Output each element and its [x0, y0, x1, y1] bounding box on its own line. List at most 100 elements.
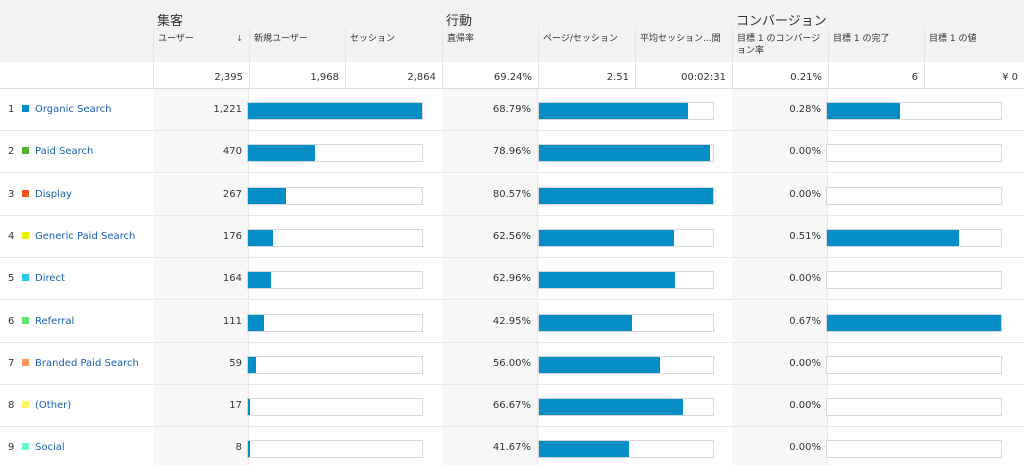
- bounce-bar-track: [538, 271, 714, 289]
- source-link[interactable]: Paid Search: [35, 146, 94, 157]
- conv-bar-cell: [826, 343, 1024, 385]
- total-new-users: 1,968: [249, 62, 345, 89]
- group-behavior: 行動: [442, 0, 732, 29]
- users-bar-fill: [248, 145, 315, 161]
- users-bar-cell: [247, 89, 442, 131]
- bounce-bar-track: [538, 398, 714, 416]
- bounce-bar-fill: [539, 315, 632, 331]
- users-bar-fill: [248, 357, 257, 373]
- bounce-bar-cell: [538, 131, 732, 173]
- color-swatch-icon: [22, 190, 29, 197]
- conv-bar-track: [826, 229, 1002, 247]
- users-value: 17: [153, 385, 249, 427]
- conv-bar-cell: [826, 258, 1024, 300]
- source-link[interactable]: Branded Paid Search: [35, 358, 139, 369]
- users-value: 267: [153, 174, 249, 216]
- total-pages-per-session: 2.51: [538, 62, 635, 89]
- header-blank: [0, 0, 153, 28]
- users-bar-fill: [248, 272, 272, 288]
- source-link[interactable]: (Other): [35, 400, 72, 411]
- bounce-rate-value: 62.56%: [442, 216, 538, 258]
- users-bar-cell: [247, 258, 442, 300]
- row-index: 1: [8, 104, 15, 115]
- row-index: 3: [8, 189, 15, 200]
- source-link[interactable]: Referral: [35, 316, 75, 327]
- bounce-bar-cell: [538, 258, 732, 300]
- bounce-bar-track: [538, 440, 714, 458]
- users-bar-cell: [247, 131, 442, 173]
- bounce-rate-value: 66.67%: [442, 385, 538, 427]
- goal1-conv-rate-value: 0.00%: [732, 174, 828, 216]
- goal1-conv-rate-value: 0.00%: [732, 131, 828, 173]
- conv-bar-fill: [827, 103, 900, 119]
- users-value: 164: [153, 258, 249, 300]
- col-users[interactable]: ユーザー ↓: [153, 28, 249, 62]
- totals-label: [0, 62, 153, 89]
- users-bar-track: [247, 102, 423, 120]
- bounce-rate-value: 41.67%: [442, 427, 538, 465]
- users-bar-track: [247, 356, 423, 374]
- users-bar-fill: [248, 230, 274, 246]
- bounce-bar-fill: [539, 441, 629, 457]
- bounce-bar-fill: [539, 103, 688, 119]
- col-goal1-conv-rate[interactable]: 目標 1 のコンバージョン率: [732, 28, 828, 62]
- conv-bar-track: [826, 356, 1002, 374]
- users-bar-track: [247, 271, 423, 289]
- bounce-rate-value: 42.95%: [442, 301, 538, 343]
- col-avg-session-duration[interactable]: 平均セッション...間: [635, 28, 732, 62]
- color-swatch-icon: [22, 443, 29, 450]
- conv-bar-cell: [826, 427, 1024, 465]
- col-sessions[interactable]: セッション: [345, 28, 442, 62]
- users-bar-track: [247, 229, 423, 247]
- col-goal1-completions[interactable]: 目標 1 の完了: [828, 28, 924, 62]
- row-index: 2: [8, 146, 15, 157]
- users-bar-cell: [247, 301, 442, 343]
- users-bar-track: [247, 187, 423, 205]
- header-dimension: [0, 28, 153, 62]
- users-value: 176: [153, 216, 249, 258]
- goal1-conv-rate-value: 0.67%: [732, 301, 828, 343]
- source-link[interactable]: Direct: [35, 273, 65, 284]
- bounce-bar-fill: [539, 145, 710, 161]
- bounce-bar-track: [538, 144, 714, 162]
- users-value: 8: [153, 427, 249, 465]
- users-bar-cell: [247, 427, 442, 465]
- source-link[interactable]: Social: [35, 442, 65, 453]
- total-users: 2,395: [153, 62, 249, 89]
- table-row-label: 8 (Other): [0, 385, 153, 427]
- total-avg-session-duration: 00:02:31: [635, 62, 732, 89]
- group-conversion: コンバージョン: [732, 0, 1024, 29]
- col-goal1-value[interactable]: 目標 1 の値: [924, 28, 1024, 62]
- bounce-bar-cell: [538, 216, 732, 258]
- bounce-bar-track: [538, 314, 714, 332]
- table-row-label: 2 Paid Search: [0, 131, 153, 173]
- table-row-label: 1 Organic Search: [0, 89, 153, 131]
- goal1-conv-rate-value: 0.51%: [732, 216, 828, 258]
- conv-bar-fill: [827, 315, 1001, 331]
- table-row-label: 4 Generic Paid Search: [0, 216, 153, 258]
- col-bounce-rate[interactable]: 直帰率: [442, 28, 538, 62]
- row-index: 9: [8, 442, 15, 453]
- users-bar-cell: [247, 343, 442, 385]
- bounce-bar-track: [538, 356, 714, 374]
- source-link[interactable]: Display: [35, 189, 72, 200]
- conv-bar-track: [826, 144, 1002, 162]
- users-value: 1,221: [153, 89, 249, 131]
- total-goal1-conv-rate: 0.21%: [732, 62, 828, 89]
- row-index: 5: [8, 273, 15, 284]
- bounce-bar-track: [538, 102, 714, 120]
- bounce-rate-value: 62.96%: [442, 258, 538, 300]
- color-swatch-icon: [22, 105, 29, 112]
- bounce-bar-fill: [539, 399, 683, 415]
- table-row-label: 7 Branded Paid Search: [0, 343, 153, 385]
- col-pages-per-session[interactable]: ページ/セッション: [538, 28, 635, 62]
- total-goal1-completions: 6: [828, 62, 924, 89]
- col-new-users[interactable]: 新規ユーザー: [249, 28, 345, 62]
- source-link[interactable]: Generic Paid Search: [35, 231, 136, 242]
- table-row-label: 9 Social: [0, 427, 153, 465]
- users-bar-track: [247, 440, 423, 458]
- sort-desc-icon[interactable]: ↓: [236, 34, 243, 43]
- conv-bar-cell: [826, 89, 1024, 131]
- source-link[interactable]: Organic Search: [35, 104, 112, 115]
